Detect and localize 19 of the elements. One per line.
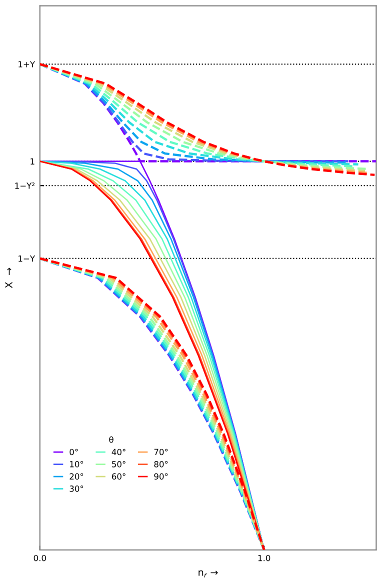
- legend-label: 80°: [154, 461, 168, 468]
- legend-label: 90°: [154, 473, 168, 480]
- legend-label: 10°: [70, 461, 84, 468]
- y-axis-title: X →: [5, 268, 12, 288]
- legend-label: 0°: [70, 448, 78, 456]
- y-tick-label: 1−Y: [18, 256, 36, 262]
- y-tick-label: 1: [30, 158, 34, 164]
- legend-label: 60°: [112, 473, 126, 480]
- y-tick-label: 1−Y²: [15, 182, 35, 189]
- legend-label: 40°: [112, 448, 126, 456]
- legend-label: 50°: [112, 461, 126, 468]
- x-tick-label: 1.0: [258, 554, 270, 562]
- legend-title: θ: [109, 436, 114, 443]
- x-axis-title: n$_{r}$ →: [198, 570, 218, 578]
- x-tick-label: 0.0: [34, 554, 46, 562]
- legend-label: 30°: [70, 486, 84, 492]
- y-tick-label: 1+Y: [18, 61, 36, 68]
- legend-label: 70°: [154, 448, 168, 456]
- legend-label: 20°: [70, 473, 84, 480]
